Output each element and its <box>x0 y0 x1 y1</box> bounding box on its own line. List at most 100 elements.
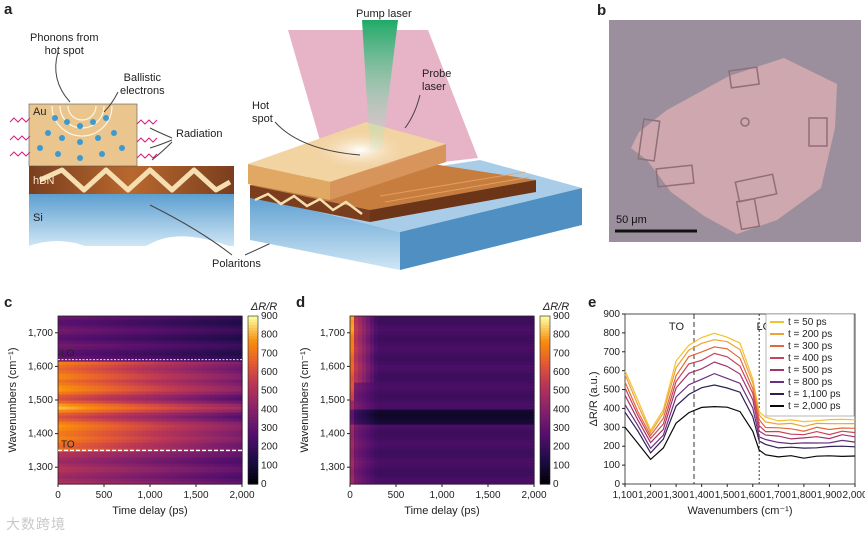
heatmap-cell <box>170 451 175 455</box>
heatmap-cell <box>382 322 387 326</box>
heatmap-cell <box>366 325 371 329</box>
heatmap-cell <box>434 406 439 410</box>
heatmap-cell <box>462 409 467 413</box>
heatmap-cell <box>138 406 143 410</box>
heatmap-cell <box>482 340 487 344</box>
heatmap-cell <box>498 358 503 362</box>
heatmap-cell <box>374 361 379 365</box>
heatmap-cell <box>358 460 363 464</box>
heatmap-cell <box>362 391 367 395</box>
colorbar-segment <box>248 360 258 365</box>
heatmap-cell <box>198 436 203 440</box>
heatmap-cell <box>470 448 475 452</box>
heatmap-cell <box>170 412 175 416</box>
heatmap-cell <box>222 439 227 443</box>
heatmap-cell <box>454 466 459 470</box>
heatmap-cell <box>198 397 203 401</box>
heatmap-cell <box>210 361 215 365</box>
heatmap-cell <box>502 424 507 428</box>
heatmap-cell <box>374 427 379 431</box>
heatmap-cell <box>202 385 207 389</box>
heatmap-cell <box>62 361 67 365</box>
heatmap-cell <box>118 445 123 449</box>
heatmap-cell <box>502 412 507 416</box>
heatmap-cell <box>494 349 499 353</box>
heatmap-cell <box>102 397 107 401</box>
heatmap-cell <box>390 334 395 338</box>
heatmap-cell <box>382 403 387 407</box>
heatmap-cell <box>434 322 439 326</box>
heatmap-cell <box>478 475 483 479</box>
heatmap-cell <box>150 403 155 407</box>
heatmap-cell <box>362 454 367 458</box>
heatmap-cell <box>210 337 215 341</box>
heatmap-cell <box>482 454 487 458</box>
heatmap-cell <box>458 376 463 380</box>
heatmap-cell <box>462 442 467 446</box>
heatmap-cell <box>442 445 447 449</box>
heatmap-cell <box>402 382 407 386</box>
heatmap-cell <box>510 433 515 437</box>
heatmap-cell <box>454 436 459 440</box>
heatmap-cell <box>366 337 371 341</box>
heatmap-cell <box>122 352 127 356</box>
heatmap-cell <box>370 481 375 485</box>
heatmap-cell <box>102 319 107 323</box>
heatmap-cell <box>358 433 363 437</box>
heatmap-cell <box>206 376 211 380</box>
colorbar-segment <box>248 372 258 376</box>
heatmap-cell <box>362 424 367 428</box>
heatmap-cell <box>418 409 423 413</box>
heatmap-cell <box>202 382 207 386</box>
heatmap-cell <box>158 409 163 413</box>
x-axis-label: Time delay (ps) <box>112 505 187 517</box>
heatmap-cell <box>150 406 155 410</box>
heatmap-cell <box>94 373 99 377</box>
heatmap-cell <box>146 391 151 395</box>
heatmap-cell <box>414 409 419 413</box>
heatmap-cell <box>350 415 355 419</box>
heatmap-cell <box>198 466 203 470</box>
heatmap-cell <box>358 415 363 419</box>
heatmap-cell <box>402 448 407 452</box>
heatmap-cell <box>194 343 199 347</box>
heatmap-cell <box>210 388 215 392</box>
heatmap-cell <box>102 379 107 383</box>
heatmap-cell <box>134 439 139 443</box>
heatmap-cell <box>190 328 195 332</box>
heatmap-cell <box>374 472 379 476</box>
heatmap-cell <box>238 316 243 320</box>
heatmap-cell <box>78 355 83 359</box>
heatmap-cell <box>486 481 491 485</box>
heatmap-cell <box>454 328 459 332</box>
heatmap-cell <box>414 454 419 458</box>
heatmap-cell <box>158 364 163 368</box>
heatmap-cell <box>206 433 211 437</box>
heatmap-cell <box>158 451 163 455</box>
heatmap-cell <box>130 406 135 410</box>
heatmap-cell <box>118 322 123 326</box>
heatmap-cell <box>150 316 155 320</box>
heatmap-cell <box>418 379 423 383</box>
heatmap-cell <box>490 319 495 323</box>
heatmap-cell <box>382 421 387 425</box>
heatmap-cell <box>154 475 159 479</box>
heatmap-cell <box>390 451 395 455</box>
heatmap-cell <box>126 460 131 464</box>
heatmap-cell <box>414 469 419 473</box>
heatmap-cell <box>210 334 215 338</box>
heatmap-cell <box>386 382 391 386</box>
heatmap-cell <box>74 469 79 473</box>
heatmap-cell <box>86 418 91 422</box>
heatmap-cell <box>406 409 411 413</box>
heatmap-cell <box>142 436 147 440</box>
heatmap-cell <box>430 430 435 434</box>
heatmap-cell <box>110 391 115 395</box>
heatmap-cell <box>350 481 355 485</box>
hot-spot-glow <box>312 130 408 170</box>
heatmap-cell <box>410 418 415 422</box>
heatmap-cell <box>226 331 231 335</box>
heatmap-cell <box>454 364 459 368</box>
heatmap-cell <box>74 406 79 410</box>
heatmap-cell <box>130 355 135 359</box>
